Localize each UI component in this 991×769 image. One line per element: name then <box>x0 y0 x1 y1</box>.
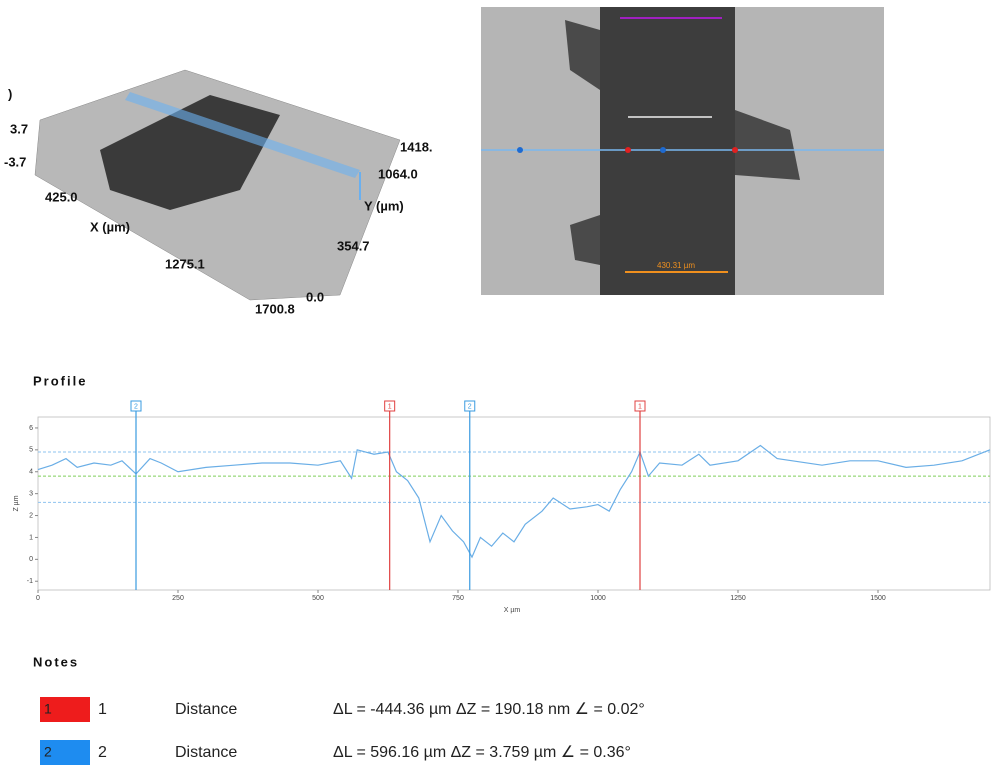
y-tick-label: 3 <box>29 490 33 497</box>
x-tick-label: 1250 <box>730 595 746 602</box>
surface-3d <box>34 69 401 301</box>
axis-label-3d: 3.7 <box>10 121 28 136</box>
axis-label-3d: 354.7 <box>337 238 370 253</box>
axis-label-3d: ) <box>8 86 12 101</box>
wear-patch <box>570 215 600 265</box>
y-tick-label: 2 <box>29 512 33 519</box>
axis-label-3d: -3.7 <box>4 154 26 169</box>
note-marker-label: 1 <box>44 701 52 717</box>
x-axis-label: X µm <box>504 607 521 614</box>
axis-label-3d: X (µm) <box>90 219 130 234</box>
x-tick-label: 1500 <box>870 595 886 602</box>
note-measurement: ΔL = -444.36 µm ΔZ = 190.18 nm ∠ = 0.02° <box>333 701 645 718</box>
wear-patch <box>565 20 600 90</box>
x-tick-label: 250 <box>172 595 184 602</box>
note-type: Distance <box>175 744 237 761</box>
axis-label-3d: 0.0 <box>306 289 324 304</box>
x-tick-label: 500 <box>312 595 324 602</box>
cursor-dot <box>660 147 666 153</box>
profile-line <box>37 444 991 559</box>
measure-label: 430.31 µm <box>657 261 695 270</box>
y-tick-label: 0 <box>29 556 33 563</box>
cursor-box <box>634 400 646 412</box>
note-id: 2 <box>98 744 107 761</box>
cursor-label: 2 <box>134 403 138 410</box>
wear-track <box>600 7 735 295</box>
cursor-dot <box>625 147 631 153</box>
note-marker <box>40 740 90 765</box>
cursor-dot <box>732 147 738 153</box>
note-marker <box>40 697 90 722</box>
notes-title: Notes <box>33 654 79 669</box>
y-axis-label: Z µm <box>13 495 20 511</box>
chart-title: Profile <box>33 373 87 388</box>
axis-label-3d: Y (µm) <box>364 198 404 213</box>
y-tick-label: 5 <box>29 447 33 454</box>
cursor-box <box>384 400 396 412</box>
x-tick-label: 750 <box>452 595 464 602</box>
plot-frame <box>37 416 991 591</box>
notes: Notes 1 1 Distance ΔL = -444.36 µm ΔZ = 190.… <box>33 654 645 765</box>
axis-label-3d: 1064.0 <box>378 166 418 181</box>
cursor-dot <box>517 147 523 153</box>
x-tick-label: 1000 <box>590 595 606 602</box>
cursor-label: 1 <box>388 403 392 410</box>
cursor-label: 2 <box>468 403 472 410</box>
cursor-box <box>130 400 142 412</box>
cursor-box <box>464 400 476 412</box>
y-tick-label: -1 <box>27 578 33 585</box>
note-type: Distance <box>175 701 237 718</box>
y-tick-label: 4 <box>29 469 33 476</box>
axis-label-3d: 1700.8 <box>255 301 295 316</box>
axis-label-3d: 1418. <box>400 139 433 154</box>
y-tick-label: 6 <box>29 425 33 432</box>
note-marker-label: 2 <box>44 744 52 760</box>
wear-patch <box>735 110 800 180</box>
worn-region <box>100 95 280 210</box>
note-measurement: ΔL = 596.16 µm ΔZ = 3.759 µm ∠ = 0.36° <box>333 744 631 761</box>
axis-label-3d: 1275.1 <box>165 256 205 271</box>
micrograph <box>481 7 884 295</box>
y-tick-label: 1 <box>29 534 33 541</box>
note-id: 1 <box>98 701 107 718</box>
axis-label-3d: 425.0 <box>45 189 78 204</box>
x-tick-label: 0 <box>36 595 40 602</box>
profile-band <box>125 92 360 178</box>
profile-chart: Profile -1 0 1 2 3 4 5 6 0 250 500 750 1000 1250 1500 X … <box>13 373 991 614</box>
cursor-label: 1 <box>638 403 642 410</box>
